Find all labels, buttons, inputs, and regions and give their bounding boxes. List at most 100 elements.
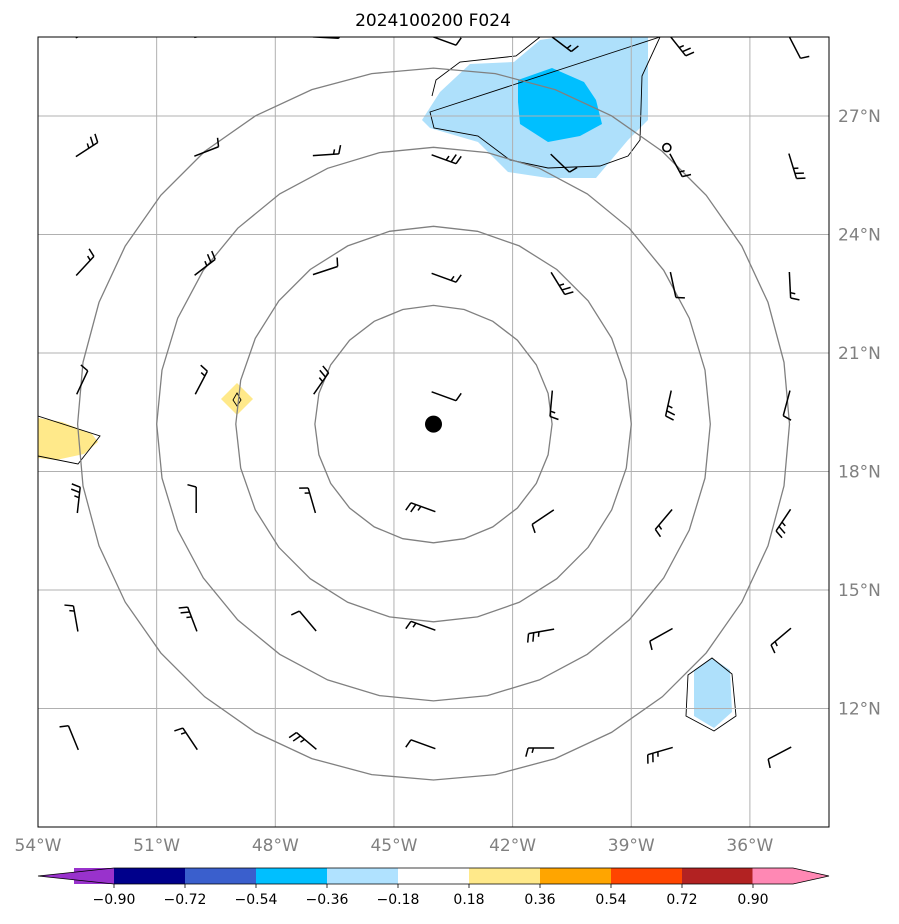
wind-barb: [76, 364, 89, 395]
wind-barb: [405, 739, 436, 750]
colorbar-cell: [114, 868, 186, 884]
lat-tick-label: 12°N: [838, 700, 881, 720]
wind-barb: [550, 37, 579, 53]
wind-barb: [174, 727, 198, 751]
colorbar-cell: [398, 868, 470, 884]
wind-barb: [312, 144, 342, 157]
lat-tick-label: 27°N: [838, 107, 881, 127]
colorbar-tick-label: −0.36: [306, 892, 349, 908]
wind-barb: [64, 604, 79, 632]
colorbar-cell: [752, 868, 793, 884]
colorbar-tick-label: −0.54: [235, 892, 278, 908]
colorbar-tick-label: 0.54: [595, 892, 626, 908]
wind-barb: [299, 487, 317, 514]
wind-barb: [59, 725, 80, 751]
shaded-region-west-yellow: [38, 418, 98, 460]
wind-barb: [788, 271, 800, 301]
wind-barb: [550, 271, 574, 296]
wind-barb: [290, 610, 317, 632]
wind-barb: [770, 627, 792, 654]
wind-barb: [531, 509, 555, 534]
wind-barb: [194, 364, 208, 395]
lat-tick-label: 15°N: [838, 581, 881, 601]
small-ring-marker: [662, 142, 672, 153]
wind-barb: [788, 153, 806, 180]
wind-barb: [669, 271, 685, 299]
colorbar-cell: [256, 868, 328, 884]
wind-barb: [178, 606, 198, 632]
colorbar-tick-label: −0.90: [93, 892, 136, 908]
wind-barb: [767, 746, 792, 769]
latitude-tick-labels: 12°N 15°N 18°N 21°N 24°N 27°N: [838, 107, 881, 720]
wind-barb: [405, 620, 436, 631]
lat-tick-label: 24°N: [838, 226, 881, 246]
colorbar-tick-label: 0.72: [666, 892, 697, 908]
colorbar-cell: [540, 868, 612, 884]
wind-barb: [288, 731, 317, 750]
wind-barb: [431, 154, 462, 165]
wind-barb: [431, 272, 462, 283]
longitude-tick-labels: 54°W 51°W 48°W 45°W 42°W 39°W 36°W: [15, 836, 774, 856]
wind-barb: [654, 508, 673, 538]
wind-barb: [775, 508, 792, 539]
contour-west: [38, 415, 101, 465]
wind-barb: [75, 37, 80, 39]
wind-barb: [70, 483, 81, 514]
shaded-region-north-blue: [518, 68, 602, 142]
contour-north: [429, 37, 661, 169]
wind-barb: [194, 37, 200, 39]
contour-lines: [38, 37, 737, 732]
colorbar-tick-label: 0.18: [453, 892, 484, 908]
wind-barb: [788, 37, 810, 60]
colorbar-tick-label: 0.36: [524, 892, 555, 908]
lon-tick-label: 51°W: [133, 836, 180, 856]
shaded-region-diamond-yellow: [221, 383, 253, 415]
lon-tick-label: 48°W: [252, 836, 299, 856]
wind-barb: [669, 153, 692, 178]
wind-barb: [664, 390, 676, 421]
wind-barb: [194, 137, 220, 157]
wind-barb: [526, 628, 555, 643]
gridlines: [38, 37, 829, 827]
lon-tick-label: 39°W: [608, 836, 655, 856]
lon-tick-label: 36°W: [726, 836, 773, 856]
wind-barb: [550, 153, 578, 173]
range-ring: [156, 146, 711, 702]
wind-barb: [313, 365, 330, 395]
colorbar: −0.90 −0.72 −0.54 −0.36 −0.18 0.18 0.36 0.54 0.7…: [37, 867, 830, 908]
range-rings: [76, 67, 791, 781]
contour-diamond: [232, 392, 242, 407]
range-ring: [76, 67, 791, 781]
wind-barb: [187, 483, 197, 514]
lon-tick-label: 42°W: [489, 836, 536, 856]
colorbar-cell: [611, 868, 683, 884]
contour-southeast: [685, 657, 737, 732]
colorbar-tick-label: 0.90: [737, 892, 768, 908]
colorbar-cell: [327, 868, 399, 884]
shaded-region-southeast-light-blue: [694, 658, 732, 728]
lat-tick-label: 21°N: [838, 344, 881, 364]
wind-barb: [194, 250, 216, 276]
plot-area: [38, 37, 829, 827]
plot-frame: [37, 36, 830, 828]
wind-barb: [75, 133, 99, 158]
wind-barb: [647, 746, 673, 764]
wind-barbs: [59, 37, 810, 769]
colorbar-tick-label: −0.72: [164, 892, 207, 908]
chart-title: 2024100200 F024: [355, 11, 511, 31]
wind-barb: [312, 257, 339, 276]
range-ring: [314, 304, 553, 544]
storm-center-dot: [425, 415, 442, 433]
wind-barb: [75, 248, 95, 276]
wind-barb: [405, 502, 436, 513]
wind-barb: [549, 390, 559, 421]
lon-tick-label: 45°W: [370, 836, 417, 856]
wind-barb: [525, 747, 555, 757]
colorbar-tick-label: −0.18: [377, 892, 420, 908]
wind-barb: [669, 37, 695, 57]
wind-barb: [431, 391, 462, 402]
colorbar-cell: [682, 868, 754, 884]
lat-tick-label: 18°N: [838, 463, 881, 483]
wind-barb: [649, 627, 673, 651]
